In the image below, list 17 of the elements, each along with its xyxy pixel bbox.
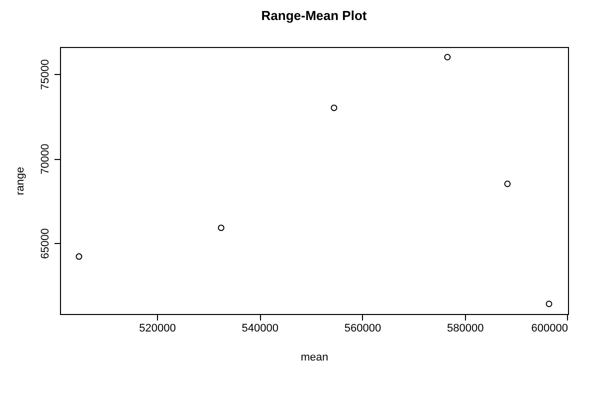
x-tick-label: 580000	[447, 322, 484, 334]
y-tick-label: 75000	[40, 59, 52, 90]
point	[218, 224, 224, 232]
point	[546, 300, 552, 308]
x-tick-label: 600000	[531, 322, 568, 334]
y-axis-title: range	[14, 166, 26, 196]
x-tick-label: 520000	[139, 322, 176, 334]
point	[76, 253, 82, 260]
x-axis-title: mean	[300, 352, 328, 364]
point	[504, 180, 511, 188]
point	[330, 104, 338, 112]
y-tick-label: 70000	[40, 144, 52, 174]
y-tick-label: 65000	[40, 228, 52, 259]
chart-title: Range-Mean Plot	[261, 8, 368, 23]
x-tick-label: 560000	[344, 322, 382, 334]
x-tick-label: 540000	[242, 322, 278, 334]
point	[444, 54, 451, 60]
